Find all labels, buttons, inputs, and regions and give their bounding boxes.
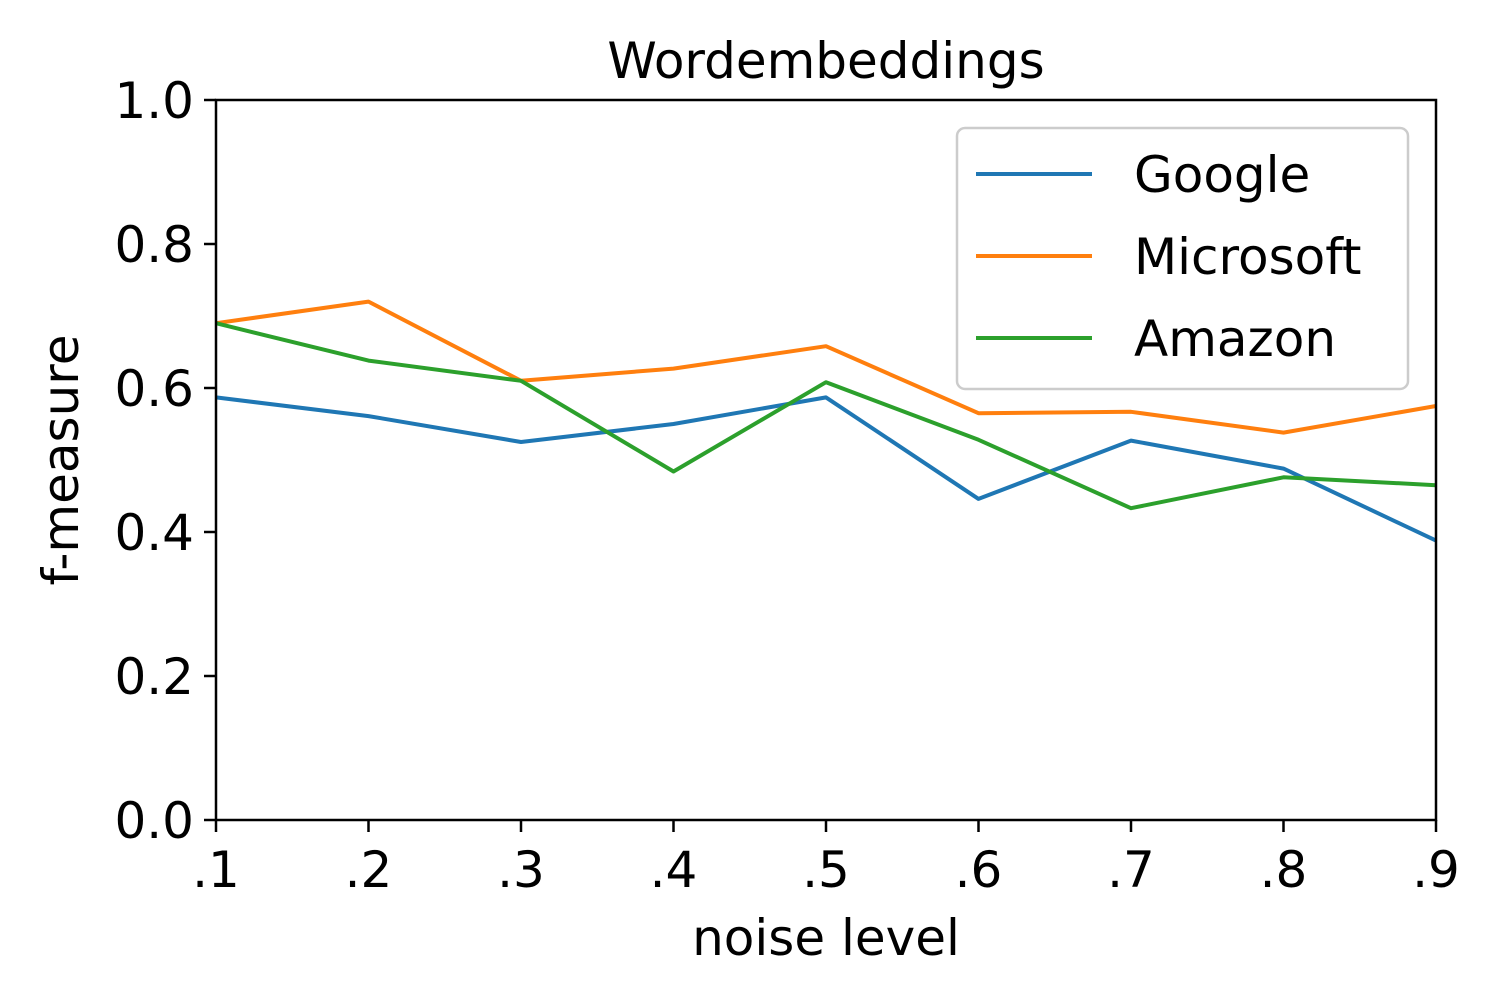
y-tick-label: 0.8 — [114, 216, 194, 274]
x-tick-label: .4 — [650, 841, 698, 899]
legend-label-amazon: Amazon — [1134, 310, 1336, 368]
y-tick-label: 0.2 — [114, 648, 194, 706]
y-axis: 0.0 0.2 0.4 0.6 0.8 1.0 — [114, 72, 216, 850]
legend-label-microsoft: Microsoft — [1134, 228, 1362, 286]
plot-frame — [214, 98, 1438, 822]
y-tick-label: 0.6 — [114, 360, 194, 418]
x-axis: .1 .2 .3 .4 .5 .6 .7 .8 .9 — [192, 820, 1460, 899]
x-tick-label: .6 — [955, 841, 1003, 899]
x-tick-label: .9 — [1412, 841, 1460, 899]
x-tick-label: .1 — [192, 841, 240, 899]
y-tick-label: 0.0 — [114, 792, 194, 850]
series-line-amazon — [215, 321, 1437, 511]
series-layer — [215, 299, 1437, 543]
x-tick-label: .7 — [1107, 841, 1155, 899]
series-line-google — [215, 395, 1437, 543]
y-tick-label: 1.0 — [114, 72, 194, 130]
chart-title: Wordembeddings — [607, 32, 1044, 90]
x-tick-label: .2 — [345, 841, 393, 899]
y-axis-title: f-measure — [32, 335, 90, 586]
legend: Google Microsoft Amazon — [955, 126, 1410, 391]
x-tick-label: .5 — [802, 841, 850, 899]
legend-label-google: Google — [1134, 146, 1310, 204]
x-axis-title: noise level — [692, 909, 960, 967]
legend-box — [955, 126, 1410, 391]
series-line-microsoft — [215, 299, 1437, 435]
x-tick-label: .3 — [497, 841, 545, 899]
x-tick-label: .8 — [1260, 841, 1308, 899]
y-tick-label: 0.4 — [114, 504, 194, 562]
